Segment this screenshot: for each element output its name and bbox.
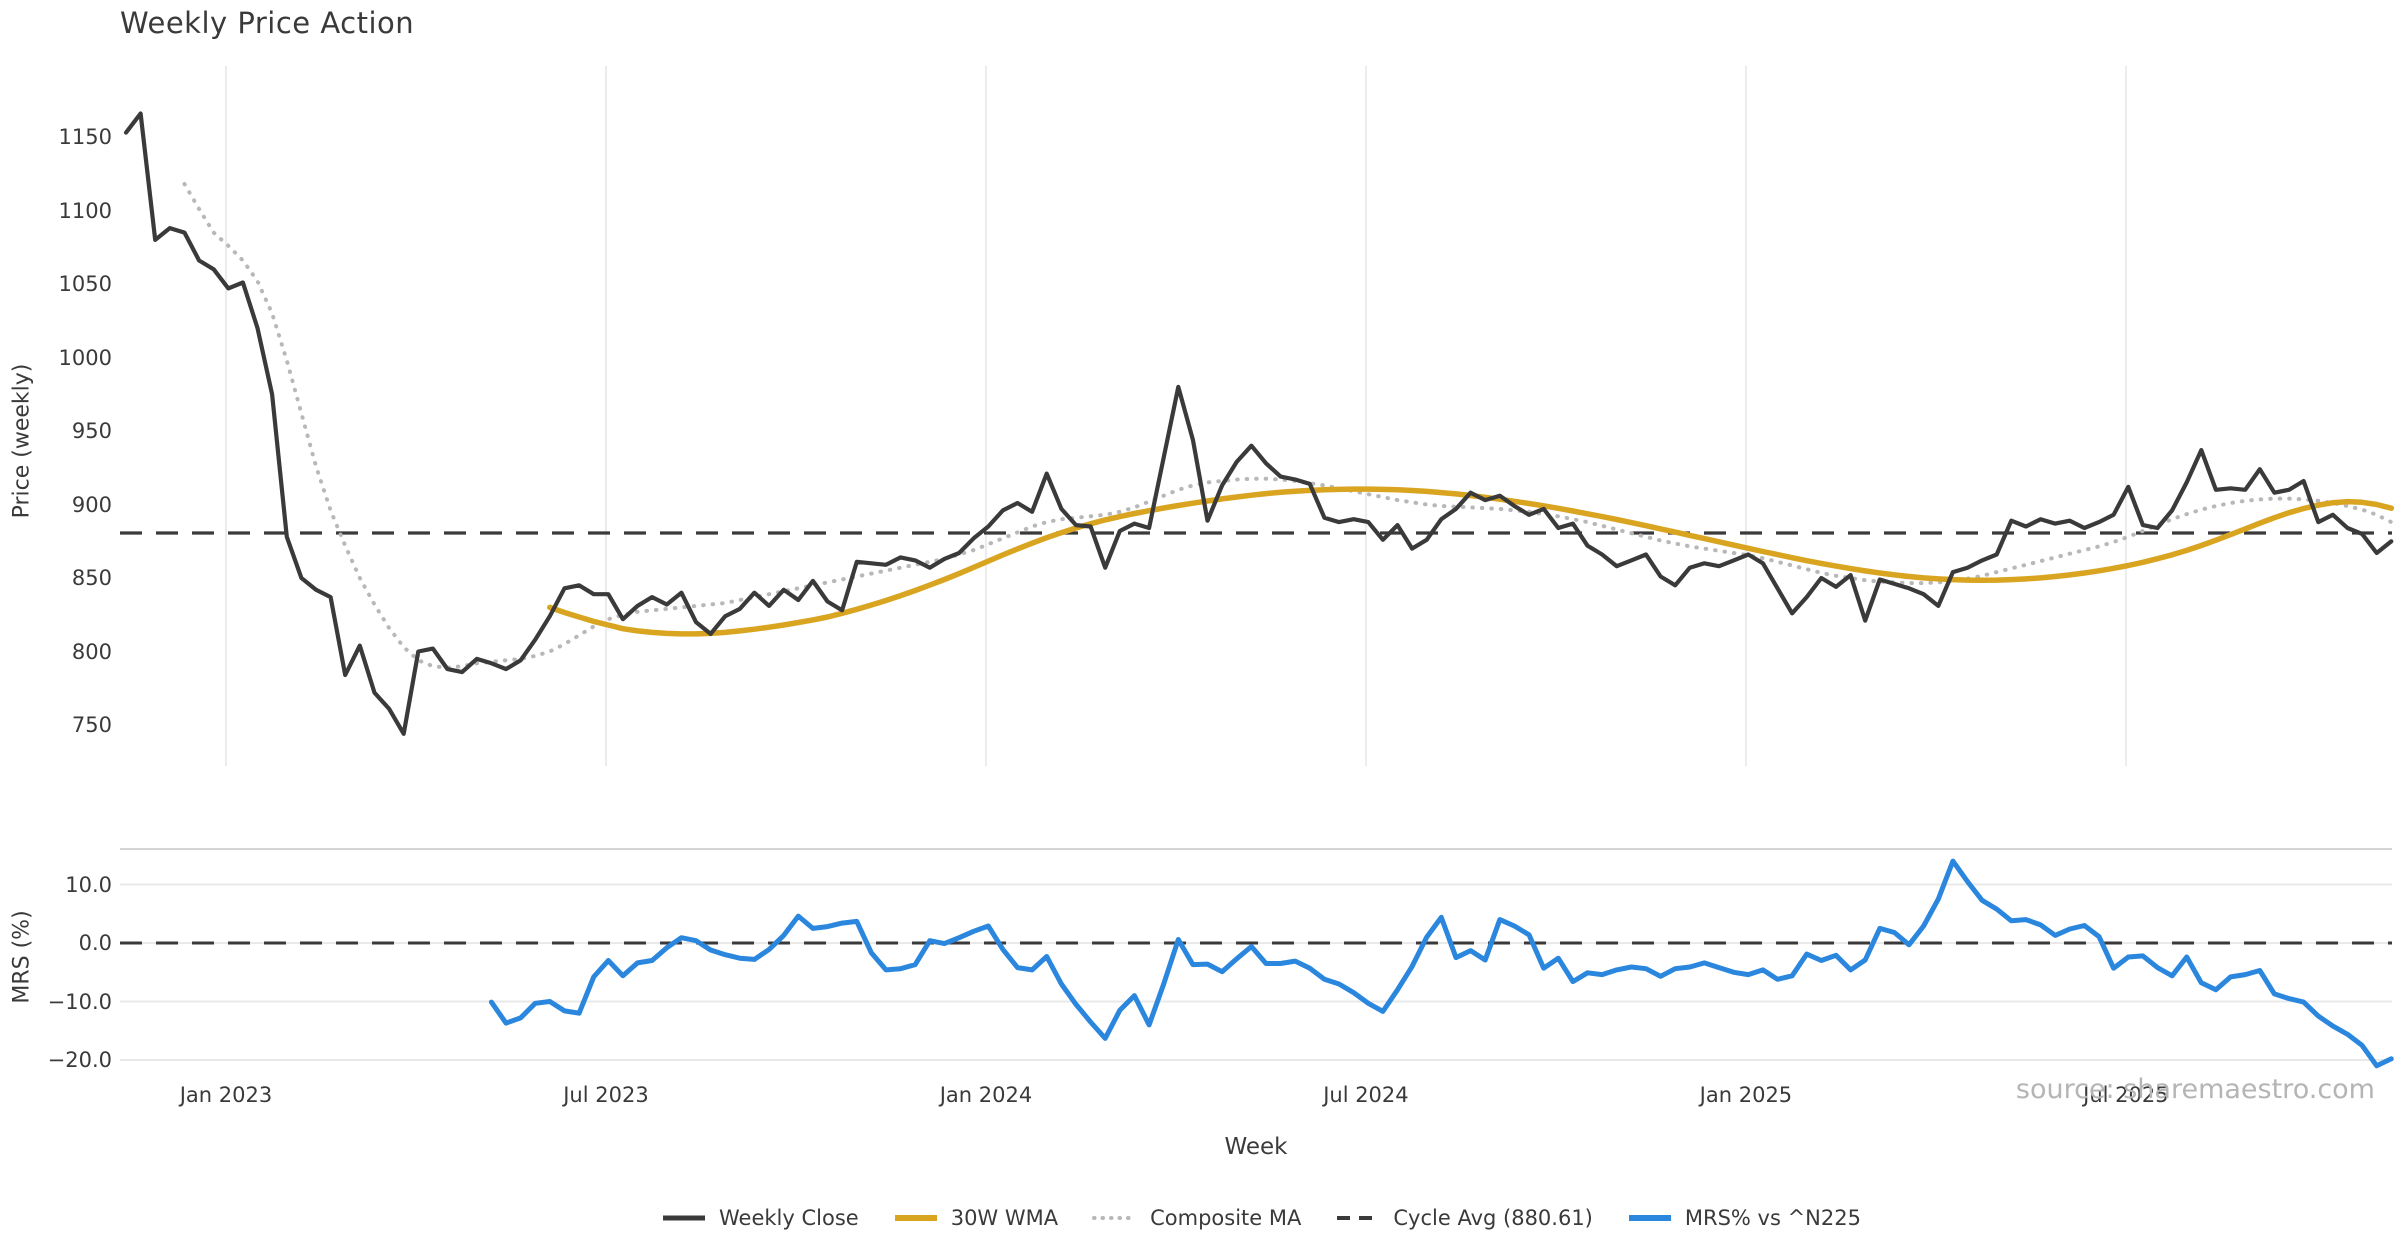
mrs-y-tick-label: 10.0 [65, 872, 112, 897]
legend-swatch-icon [1092, 1216, 1139, 1220]
legend-label: 30W WMA [950, 1206, 1059, 1230]
series-weekly-close [123, 111, 2394, 736]
legend-item-composite-ma: Composite MA [1092, 1206, 1301, 1230]
legend-swatch-icon [663, 1215, 706, 1221]
price-y-tick-label: 1100 [58, 198, 112, 223]
legend-swatch-icon [894, 1215, 937, 1221]
price-y-tick-label: 750 [71, 713, 112, 737]
x-tick-label: Jan 2023 [179, 1083, 273, 1107]
legend-item-weekly-close: Weekly Close [661, 1206, 859, 1230]
legend-swatch-icon [1628, 1215, 1671, 1221]
price-y-tick-label: 800 [71, 639, 112, 664]
legend-label: Weekly Close [719, 1206, 859, 1230]
price-y-tick-label: 1050 [58, 272, 112, 296]
legend-item-30w-wma: 30W WMA [893, 1206, 1058, 1230]
legend-label: MRS% vs ^N225 [1684, 1206, 1861, 1230]
series-composite-ma [182, 182, 2394, 670]
price-y-tick-label: 850 [71, 566, 112, 590]
watermark: source: sharemaestro.com [2015, 1074, 2375, 1105]
legend-label: Cycle Avg (880.61) [1393, 1206, 1593, 1230]
x-tick-label: Jul 2024 [1323, 1083, 1409, 1107]
legend: Weekly Close 30W WMA Composite MA Cycle Avg… [661, 1206, 1861, 1230]
price-y-tick-label: 1150 [58, 125, 112, 149]
legend-item-cycle-avg-880-61-: Cycle Avg (880.61) [1335, 1206, 1593, 1230]
x-tick-label: Jul 2023 [563, 1083, 649, 1107]
legend-label: Composite MA [1150, 1206, 1302, 1230]
legend-item-mrs-vs-n225: MRS% vs ^N225 [1627, 1206, 1861, 1230]
mrs-y-tick-label: −20.0 [47, 1048, 112, 1072]
page-title: Weekly Price Action [120, 6, 415, 40]
x-tick-label: Jan 2025 [1699, 1083, 1793, 1107]
x-tick-label: Jul 2025 [2083, 1083, 2169, 1107]
legend-swatch-icon [1337, 1216, 1380, 1220]
mrs-y-tick-label: 0.0 [78, 931, 112, 955]
x-axis-title: Week [1224, 1134, 1288, 1160]
price-y-tick-label: 900 [71, 492, 112, 517]
price-y-tick-label: 950 [71, 419, 112, 443]
price-y-tick-label: 1000 [58, 345, 112, 370]
x-tick-label: Jan 2024 [939, 1083, 1033, 1107]
series-mrs-vs-n225 [488, 858, 2394, 1069]
mrs-y-tick-label: −10.0 [47, 989, 112, 1014]
